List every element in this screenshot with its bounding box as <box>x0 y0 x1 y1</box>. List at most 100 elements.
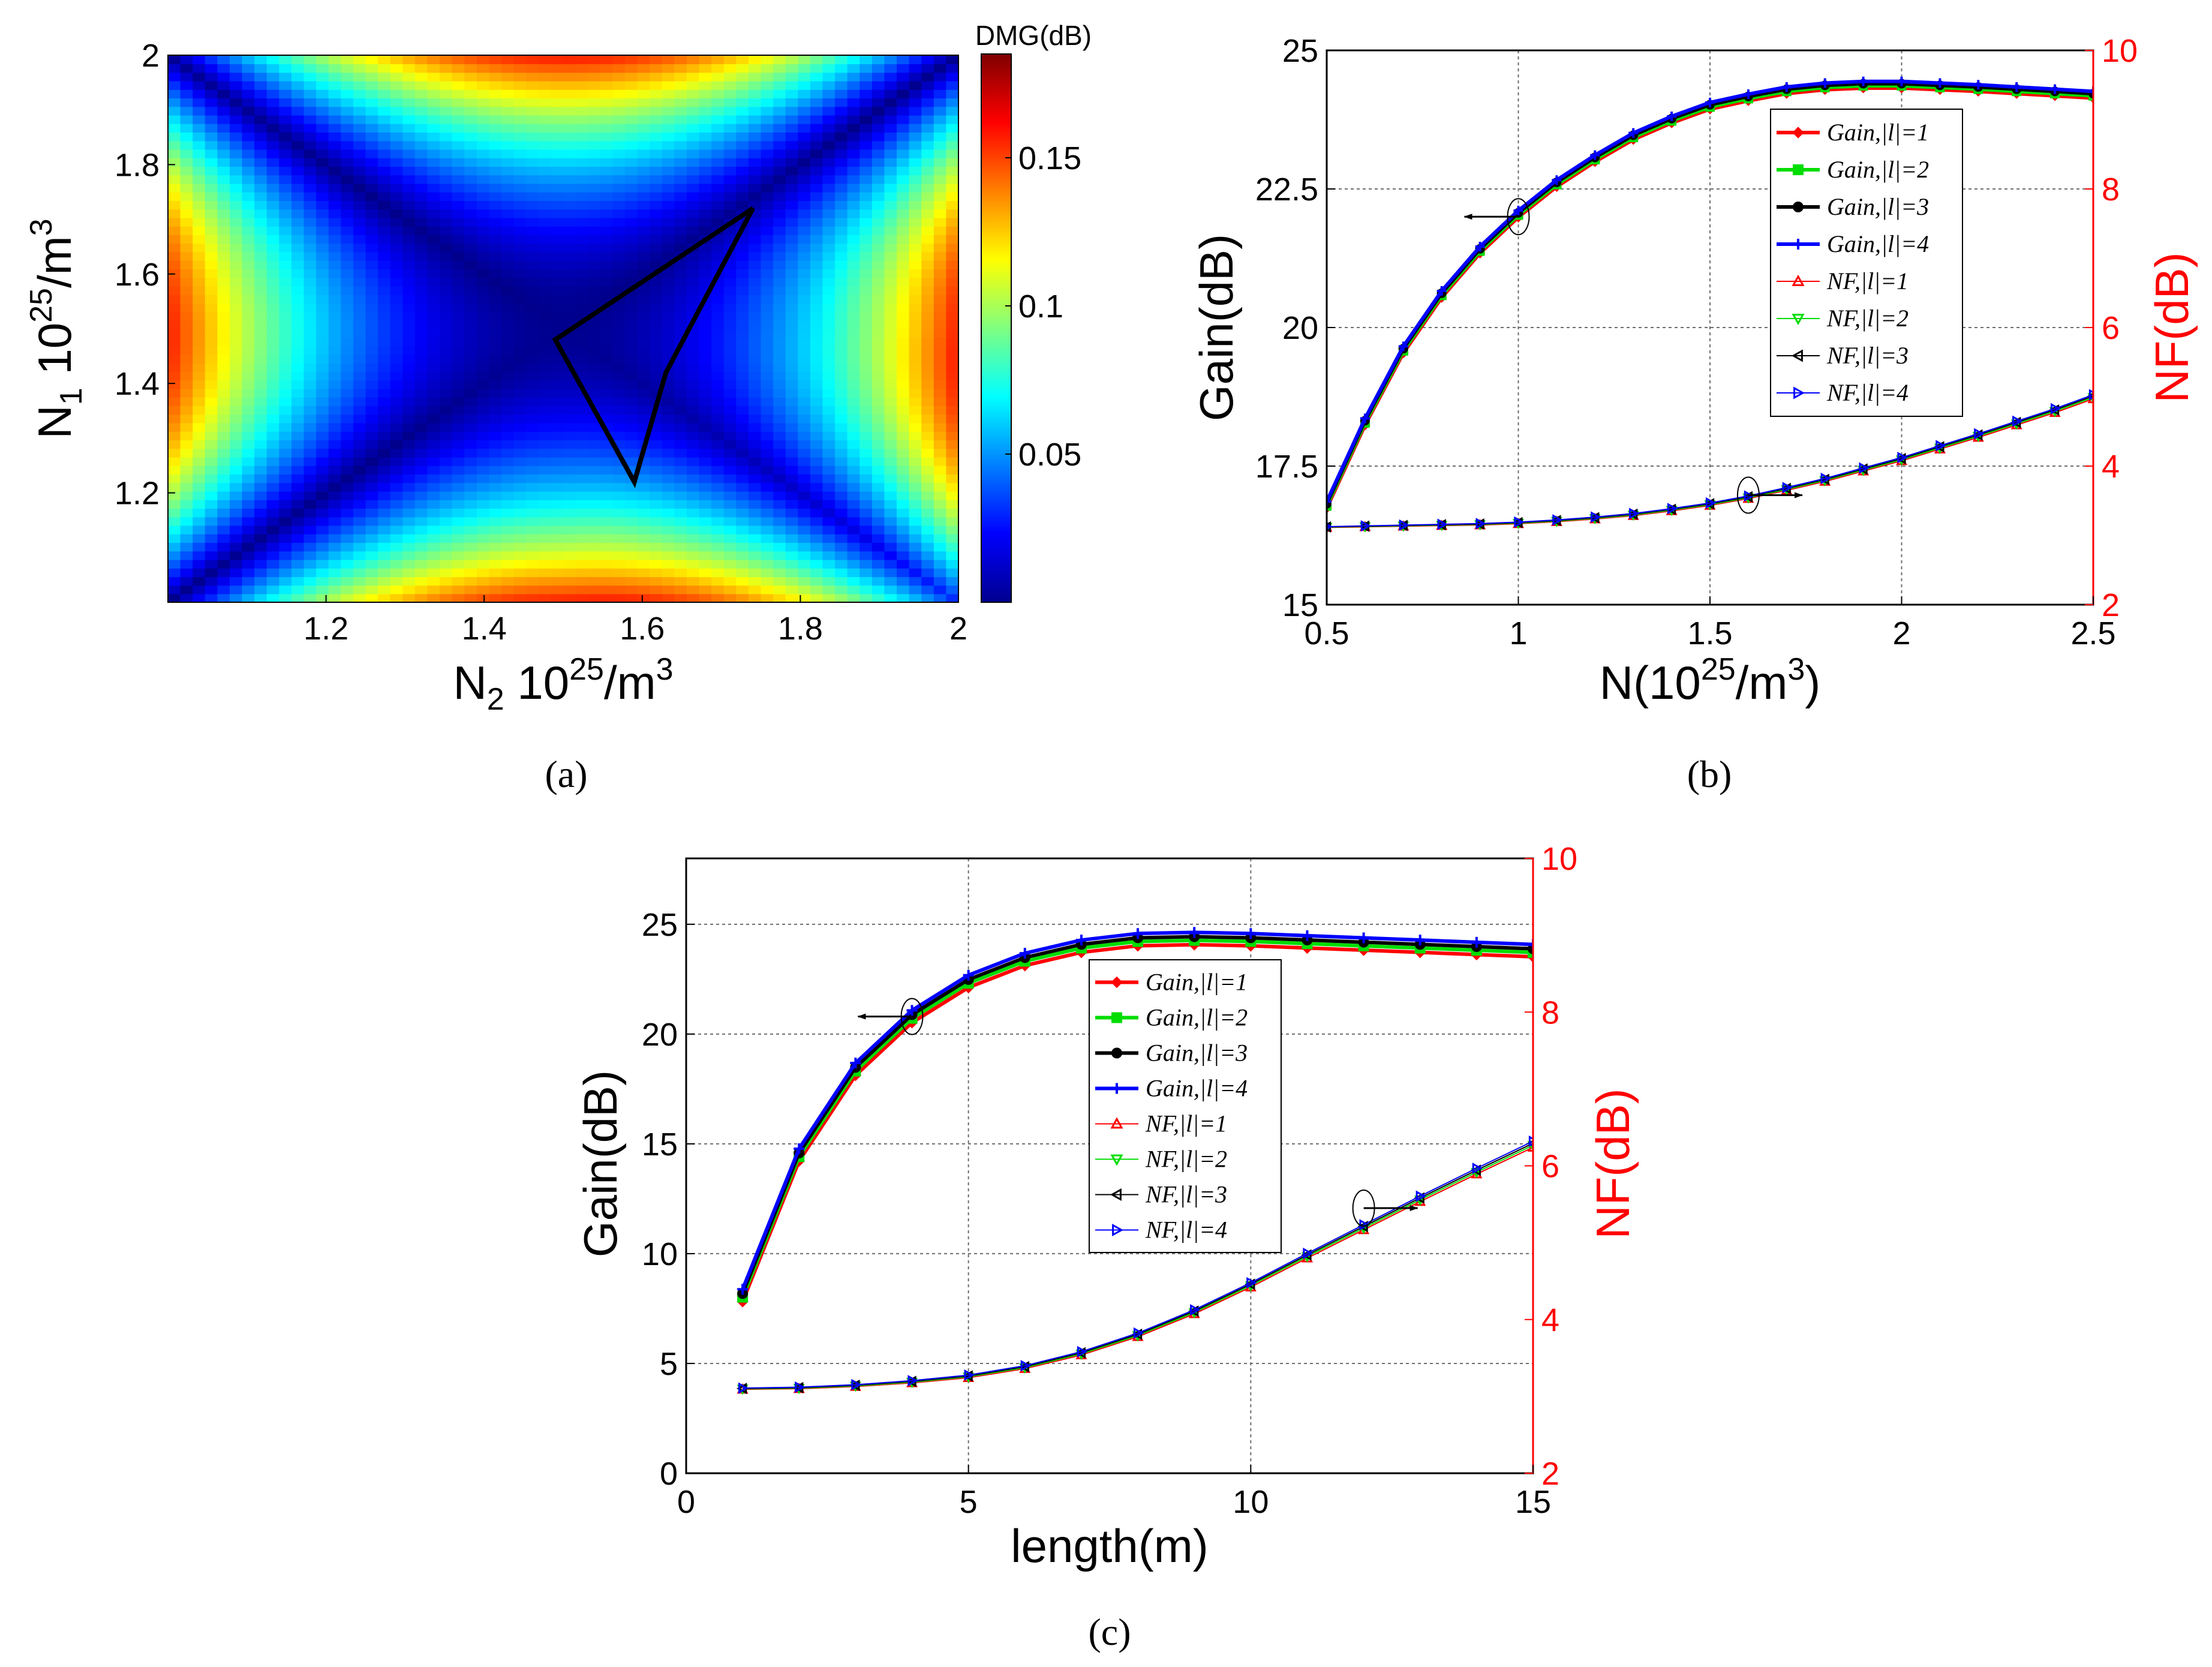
heat-cell <box>365 149 378 158</box>
heat-cell <box>501 516 515 526</box>
heat-cell <box>229 354 243 364</box>
heat-cell <box>859 72 873 82</box>
heat-cell <box>180 64 193 73</box>
heat-cell <box>365 80 378 90</box>
heat-cell <box>921 346 934 355</box>
heat-cell <box>897 354 910 364</box>
heat-cell <box>761 491 774 500</box>
heat-cell <box>785 260 799 270</box>
heat-cell <box>810 192 824 202</box>
heat-cell <box>328 585 342 594</box>
heat-cell <box>662 132 675 142</box>
heat-cell <box>785 422 799 432</box>
heat-cell <box>353 440 366 449</box>
heat-cell <box>699 166 712 176</box>
heat-cell <box>723 89 737 99</box>
heat-cell <box>847 115 861 124</box>
heat-cell <box>612 388 626 398</box>
heat-cell <box>193 286 206 295</box>
heat-cell <box>909 422 922 432</box>
heat-cell <box>303 251 317 261</box>
heat-cell <box>402 422 416 432</box>
heat-cell <box>711 542 725 552</box>
heat-cell <box>180 456 193 466</box>
heat-cell <box>476 380 490 389</box>
heat-cell <box>785 465 799 475</box>
heat-cell <box>489 277 502 287</box>
heat-cell <box>254 542 268 552</box>
heat-cell <box>662 115 675 124</box>
heat-cell <box>723 576 737 586</box>
heat-cell <box>575 431 588 441</box>
heat-cell <box>427 474 440 483</box>
heat-cell <box>390 277 404 287</box>
heat-cell <box>303 593 317 602</box>
heat-cell <box>859 346 873 355</box>
data-point <box>1132 928 1144 939</box>
heat-cell <box>316 217 329 227</box>
heat-cell <box>761 106 774 116</box>
heat-cell <box>193 64 206 73</box>
heat-cell <box>835 311 848 321</box>
heat-cell <box>328 251 342 261</box>
heat-cell <box>785 346 799 355</box>
heat-cell <box>489 217 502 227</box>
heat-cell <box>266 422 280 432</box>
heat-cell <box>822 354 835 364</box>
heat-cell <box>538 243 552 253</box>
heat-cell <box>761 482 774 492</box>
heat-cell <box>180 371 193 381</box>
heat-cell <box>205 243 218 253</box>
right-y-tick-label: 4 <box>2102 449 2120 485</box>
heat-cell <box>736 397 749 407</box>
heat-cell <box>316 277 329 287</box>
heat-cell <box>847 363 861 373</box>
heat-cell <box>674 534 687 543</box>
heat-cell <box>513 243 527 253</box>
heat-cell <box>303 175 317 184</box>
heat-cell <box>316 388 329 398</box>
heat-cell <box>229 158 243 167</box>
heat-cell <box>871 106 885 116</box>
heat-cell <box>402 251 416 261</box>
heat-cell <box>575 124 588 133</box>
heat-cell <box>810 251 824 261</box>
heat-cell <box>440 414 453 423</box>
heat-cell <box>303 226 317 236</box>
heat-cell <box>501 380 515 389</box>
heat-cell <box>217 440 230 449</box>
heat-cell <box>328 200 342 210</box>
heat-cell <box>835 192 848 202</box>
heat-cell <box>686 183 700 193</box>
heat-cell <box>575 542 588 552</box>
heat-cell <box>822 89 835 99</box>
heat-cell <box>205 149 218 158</box>
heat-cell <box>402 106 416 116</box>
heat-cell <box>217 354 230 364</box>
heat-cell <box>699 551 712 560</box>
heat-cell <box>810 295 824 304</box>
heat-cell <box>798 217 811 227</box>
heat-cell <box>341 422 354 432</box>
heat-cell <box>686 260 700 270</box>
heat-cell <box>501 132 515 142</box>
heat-cell <box>513 98 527 107</box>
heat-cell <box>180 448 193 458</box>
heat-cell <box>378 251 391 261</box>
heat-cell <box>909 209 922 218</box>
heat-cell <box>402 80 416 90</box>
heat-cell <box>402 354 416 364</box>
heat-cell <box>266 568 280 578</box>
heat-cell <box>588 192 601 202</box>
heat-cell <box>476 183 490 193</box>
heat-cell <box>822 585 835 594</box>
heat-cell <box>513 422 527 432</box>
heat-cell <box>736 158 749 167</box>
heat-cell <box>637 559 650 569</box>
heat-cell <box>575 329 588 338</box>
heat-cell <box>946 269 958 278</box>
heat-cell <box>600 542 614 552</box>
heat-cell <box>921 64 934 73</box>
heat-cell <box>748 158 762 167</box>
